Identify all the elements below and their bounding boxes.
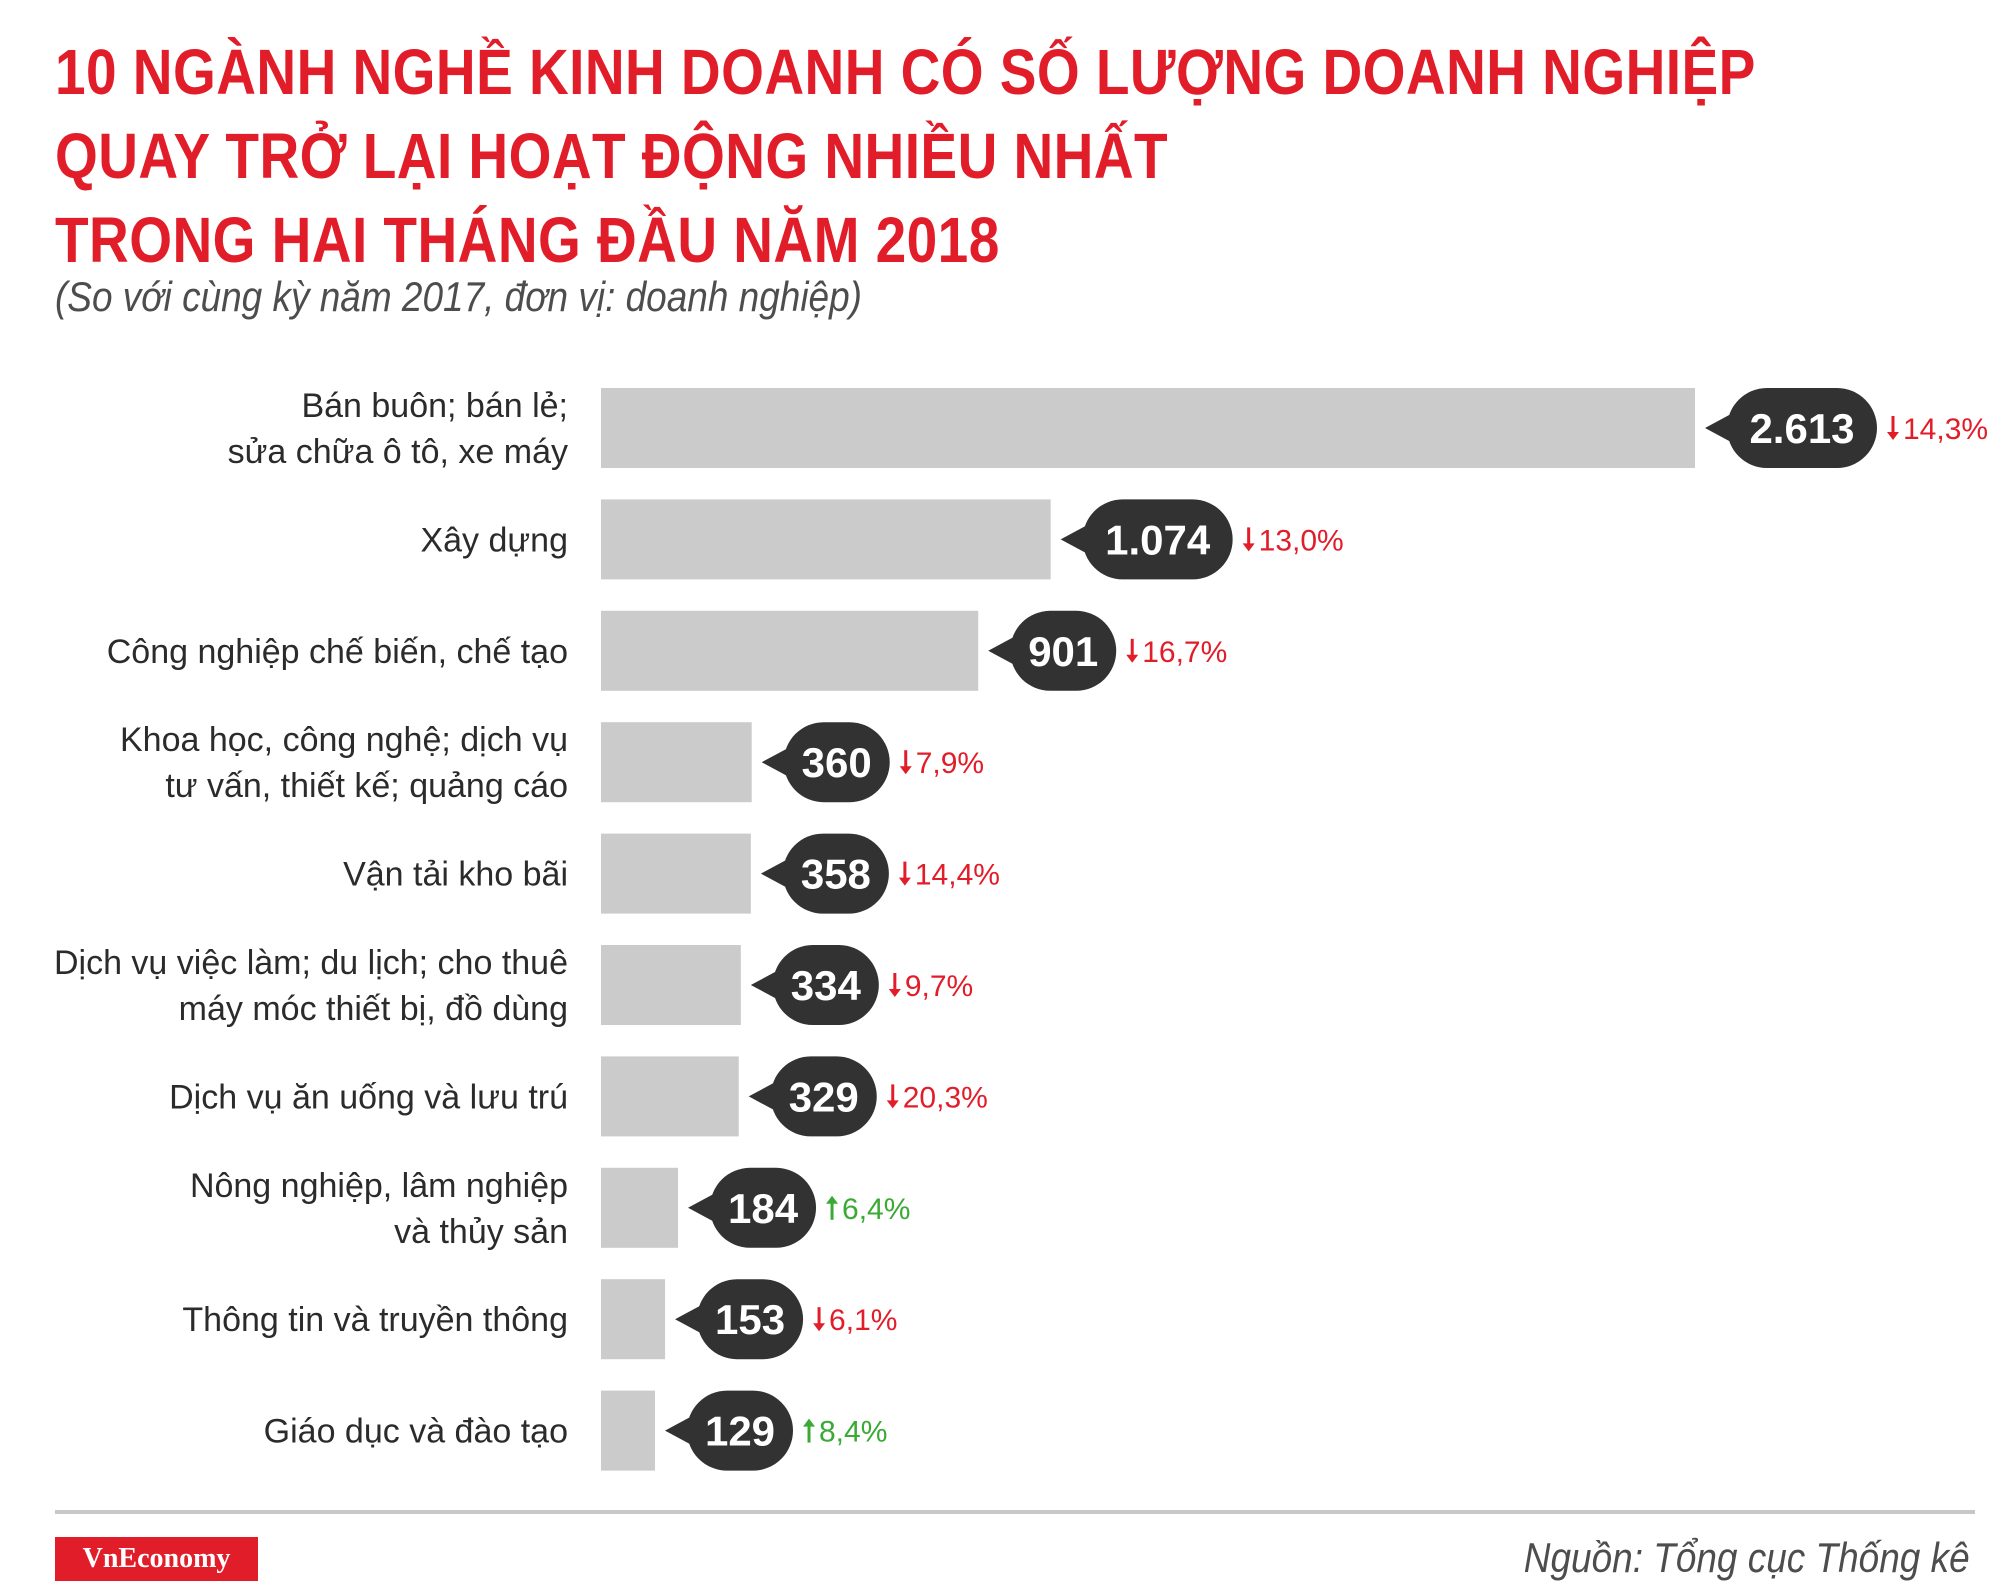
up-arrow-icon (803, 1418, 816, 1427)
down-arrow-stem (1130, 638, 1134, 656)
value-bubble (772, 945, 879, 1025)
value-bubble (783, 722, 890, 803)
value-label: 334 (791, 962, 862, 1009)
value-label: 2.613 (1749, 405, 1854, 452)
change-label: 6,4% (842, 1193, 910, 1226)
category-label: và thủy sản (394, 1213, 568, 1251)
value-bubble-tail (988, 636, 1015, 665)
bar (601, 945, 741, 1025)
category-label: Công nghiệp chế biến, chế tạo (107, 633, 568, 671)
bar (601, 499, 1051, 580)
change-label: 16,7% (1142, 636, 1227, 669)
value-label: 329 (789, 1073, 859, 1120)
down-arrow-stem (904, 750, 908, 768)
value-bubble-tail (675, 1305, 702, 1334)
category-label: Nông nghiệp, lâm nghiệp (190, 1167, 568, 1205)
value-bubble (697, 1279, 804, 1360)
value-bubble (687, 1390, 794, 1471)
value-bubble-tail (1060, 525, 1087, 554)
category-label: Giáo dục và đào tạo (264, 1413, 568, 1451)
value-bubble-tail (760, 859, 787, 888)
bar (601, 722, 752, 803)
down-arrow-icon (886, 1100, 899, 1109)
value-bubble-tail (1705, 414, 1731, 442)
change-label: 7,9% (916, 747, 984, 780)
category-label: Thông tin và truyền thông (182, 1301, 568, 1339)
change-label: 14,4% (915, 859, 1000, 892)
category-label: tư vấn, thiết kế; quảng cáo (165, 767, 568, 805)
up-arrow-stem (807, 1425, 811, 1443)
down-arrow-icon (1242, 543, 1255, 552)
category-label: Xây dựng (420, 521, 568, 559)
up-arrow-icon (826, 1195, 839, 1204)
down-arrow-icon (898, 877, 911, 886)
brand-logo: VnEconomy (55, 1537, 258, 1581)
bar (601, 1056, 739, 1137)
bar (601, 610, 979, 691)
down-arrow-stem (817, 1307, 821, 1325)
chart-title: 10 NGÀNH NGHỀ KINH DOANH CÓ SỐ LƯỢNG DOA… (55, 30, 1756, 282)
category-label: Bán buôn; bán lẻ; (301, 387, 568, 425)
change-label: 6,1% (829, 1304, 897, 1337)
value-bubble (782, 833, 889, 914)
category-label: Dịch vụ ăn uống và lưu trú (169, 1078, 568, 1116)
footer-divider (55, 1510, 1975, 1514)
down-arrow-icon (1887, 432, 1899, 440)
value-label: 901 (1028, 628, 1098, 675)
value-label: 360 (802, 739, 872, 786)
value-bubble (710, 1167, 817, 1248)
down-arrow-stem (891, 1084, 895, 1102)
value-label: 153 (715, 1296, 785, 1343)
down-arrow-stem (903, 861, 907, 879)
change-label: 20,3% (903, 1081, 988, 1114)
value-label: 129 (705, 1408, 775, 1455)
category-label: Dịch vụ việc làm; du lịch; cho thuê (54, 944, 568, 982)
title-line-2: QUAY TRỞ LẠI HOẠT ĐỘNG NHIỀU NHẤT (55, 120, 1169, 192)
value-bubble-tail (748, 1082, 775, 1111)
down-arrow-icon (899, 766, 912, 775)
down-arrow-stem (1247, 527, 1251, 545)
category-label: sửa chữa ô tô, xe máy (228, 433, 568, 471)
change-label: 9,7% (905, 970, 973, 1003)
category-label: Vận tải kho bãi (343, 856, 568, 894)
value-bubble (1727, 388, 1877, 468)
change-label: 14,3% (1903, 413, 1988, 446)
value-bubble (1010, 610, 1117, 691)
source-note: Nguồn: Tổng cục Thống kê (1524, 1534, 1970, 1581)
value-bubble (770, 1056, 877, 1137)
change-label: 13,0% (1259, 524, 1344, 557)
down-arrow-icon (1126, 654, 1139, 663)
title-line-3: TRONG HAI THÁNG ĐẦU NĂM 2018 (55, 204, 1000, 276)
value-bubble-tail (750, 971, 777, 999)
bar-chart: Bán buôn; bán lẻ; sửa chữa ô tô, xe máy 2.… (54, 387, 1988, 1471)
bar (601, 833, 751, 914)
bar (601, 388, 1695, 468)
value-label: 358 (801, 851, 871, 898)
change-label: 8,4% (819, 1416, 887, 1449)
category-label: Khoa học, công nghệ; dịch vụ (120, 721, 568, 759)
down-arrow-stem (1891, 416, 1895, 433)
chart-subtitle: (So với cùng kỳ năm 2017, đơn vị: doanh … (55, 273, 862, 320)
down-arrow-icon (813, 1323, 826, 1332)
down-arrow-icon (888, 989, 901, 997)
category-label: máy móc thiết bị, đồ dùng (179, 990, 568, 1028)
value-bubble (1082, 499, 1233, 580)
value-label: 1.074 (1105, 516, 1211, 563)
value-bubble-tail (688, 1193, 715, 1222)
value-bubble-tail (761, 748, 788, 777)
bar (601, 1390, 656, 1471)
title-line-1: 10 NGÀNH NGHỀ KINH DOANH CÓ SỐ LƯỢNG DOA… (55, 36, 1756, 108)
value-label: 184 (728, 1185, 799, 1232)
bar (601, 1167, 679, 1248)
value-bubble-tail (665, 1416, 692, 1445)
down-arrow-stem (893, 973, 897, 990)
bar (601, 1279, 666, 1360)
up-arrow-stem (830, 1202, 834, 1220)
